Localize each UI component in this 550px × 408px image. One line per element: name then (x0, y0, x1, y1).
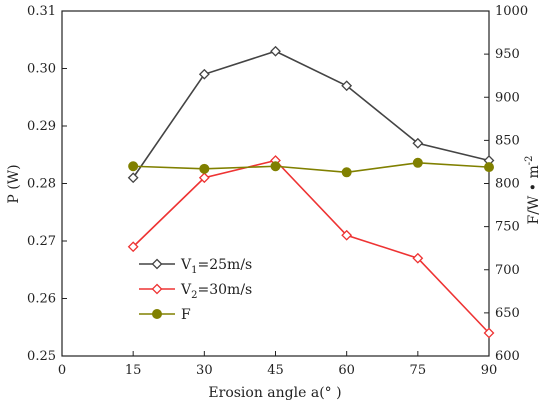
series-2-point (412, 252, 424, 264)
series-2-point (341, 229, 353, 241)
right-tick-label: 600 (495, 349, 520, 364)
legend-marker-1 (151, 258, 163, 270)
x-tick-label: 30 (196, 363, 213, 378)
series-1 (127, 45, 495, 184)
series-layer (127, 45, 495, 339)
legend-label-3: F (181, 307, 191, 323)
series-1-point (270, 45, 281, 57)
right-axis-label-sup: -2 (524, 155, 535, 165)
right-tick-label: 950 (495, 47, 520, 62)
left-axis-label: P (W) (6, 164, 22, 203)
series-1-line (132, 50, 490, 179)
series-3-point (484, 162, 494, 173)
legend: V1=25m/sV2=30m/sF (139, 257, 252, 323)
x-axis: 0 15 30 45 60 75 90 (58, 351, 497, 378)
x-tick-label: 75 (410, 363, 427, 378)
series-1-point (127, 172, 139, 184)
x-tick-label: 90 (481, 363, 498, 378)
legend-label-1: V1=25m/s (180, 257, 252, 276)
series-1-point (341, 80, 353, 92)
series-3-line (133, 161, 490, 174)
legend-marker-2 (151, 283, 163, 295)
legend-label-main: V (180, 257, 192, 273)
right-tick-label: 700 (495, 263, 520, 278)
legend-label-2: V2=30m/s (180, 282, 252, 301)
right-tick-label: 650 (495, 306, 520, 321)
legend-label-main: V (180, 282, 192, 298)
right-axis-label-main: F/W • m (526, 165, 542, 224)
x-tick-label: 60 (338, 363, 355, 378)
legend-label-rest: =30m/s (198, 282, 253, 298)
x-axis-label: Erosion angle a(° ) (208, 385, 341, 401)
series-3-point (270, 161, 281, 172)
left-tick-label: 0.28 (27, 177, 56, 192)
x-tick-label: 15 (125, 363, 142, 378)
right-axis-label: F/W • m-2 (524, 155, 542, 224)
series-3-point (128, 161, 139, 172)
left-tick-label: 0.31 (27, 4, 56, 19)
right-tick-label: 750 (495, 220, 520, 235)
legend-label-sub: 2 (191, 290, 197, 301)
series-3-point (199, 163, 210, 174)
x-tick-label: 45 (267, 363, 284, 378)
series-2-point (483, 327, 495, 339)
legend-marker-3 (152, 309, 162, 319)
series-1-point (412, 137, 424, 149)
series-1-point (198, 68, 210, 80)
left-tick-label: 0.26 (27, 292, 56, 307)
right-tick-label: 1000 (495, 4, 528, 19)
x-tick-label: 0 (58, 363, 66, 378)
series-2-line (132, 159, 490, 334)
legend-label-main: F (181, 307, 191, 323)
series-3-point (341, 167, 352, 178)
left-tick-label: 0.29 (27, 119, 56, 134)
series-2-point (198, 172, 210, 184)
plot-frame (61, 10, 490, 357)
series-3-point (412, 157, 423, 168)
left-tick-label: 0.25 (27, 349, 56, 364)
right-tick-label: 850 (495, 133, 520, 148)
series-2 (127, 155, 495, 339)
right-axis: 600 650 700 750 800 850 900 950 1000 (484, 4, 528, 364)
right-tick-label: 900 (495, 90, 520, 105)
legend-label-sub: 1 (191, 265, 197, 276)
legend-label-rest: =25m/s (198, 257, 253, 273)
left-axis: 0.25 0.26 0.27 0.28 0.29 0.30 0.31 (27, 4, 67, 364)
left-tick-label: 0.27 (27, 234, 56, 249)
series-2-point (127, 241, 139, 253)
right-tick-label: 800 (495, 177, 520, 192)
series-3 (128, 157, 494, 178)
left-tick-label: 0.30 (27, 62, 56, 77)
